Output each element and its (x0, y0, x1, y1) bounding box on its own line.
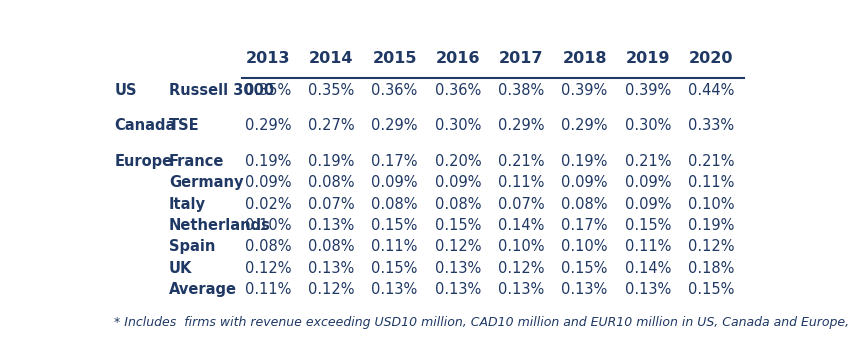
Text: 0.15%: 0.15% (562, 261, 608, 276)
Text: 0.10%: 0.10% (498, 239, 545, 255)
Text: Netherlands: Netherlands (169, 218, 271, 233)
Text: 0.09%: 0.09% (371, 175, 418, 190)
Text: 2020: 2020 (689, 51, 734, 66)
Text: 0.30%: 0.30% (625, 118, 671, 134)
Text: Russell 3000: Russell 3000 (169, 83, 274, 98)
Text: 0.12%: 0.12% (245, 261, 291, 276)
Text: Italy: Italy (169, 197, 206, 212)
Text: 0.17%: 0.17% (371, 154, 418, 169)
Text: UK: UK (169, 261, 192, 276)
Text: 0.08%: 0.08% (371, 197, 418, 212)
Text: 0.15%: 0.15% (625, 218, 671, 233)
Text: 0.21%: 0.21% (625, 154, 671, 169)
Text: 0.10%: 0.10% (245, 218, 291, 233)
Text: 0.13%: 0.13% (498, 282, 545, 297)
Text: 0.13%: 0.13% (435, 282, 481, 297)
Text: US: US (114, 83, 137, 98)
Text: 0.15%: 0.15% (688, 282, 734, 297)
Text: 0.10%: 0.10% (688, 197, 734, 212)
Text: 2018: 2018 (563, 51, 607, 66)
Text: 0.33%: 0.33% (688, 118, 734, 134)
Text: * Includes  firms with revenue exceeding USD10 million, CAD10 million and EUR10 : * Includes firms with revenue exceeding … (114, 316, 851, 329)
Text: 0.13%: 0.13% (435, 261, 481, 276)
Text: 2014: 2014 (309, 51, 353, 66)
Text: 0.09%: 0.09% (245, 175, 291, 190)
Text: 0.12%: 0.12% (688, 239, 734, 255)
Text: 0.11%: 0.11% (371, 239, 418, 255)
Text: 0.18%: 0.18% (688, 261, 734, 276)
Text: 0.30%: 0.30% (435, 118, 481, 134)
Text: 0.15%: 0.15% (435, 218, 481, 233)
Text: 0.14%: 0.14% (625, 261, 671, 276)
Text: 0.29%: 0.29% (562, 118, 608, 134)
Text: 0.15%: 0.15% (371, 261, 418, 276)
Text: 0.08%: 0.08% (245, 239, 291, 255)
Text: TSE: TSE (169, 118, 200, 134)
Text: 0.08%: 0.08% (308, 175, 355, 190)
Text: 0.09%: 0.09% (435, 175, 481, 190)
Text: 0.02%: 0.02% (244, 197, 291, 212)
Text: 0.36%: 0.36% (372, 83, 418, 98)
Text: 0.21%: 0.21% (688, 154, 734, 169)
Text: 0.12%: 0.12% (308, 282, 355, 297)
Text: 0.39%: 0.39% (625, 83, 671, 98)
Text: 2017: 2017 (499, 51, 544, 66)
Text: 0.35%: 0.35% (308, 83, 354, 98)
Text: 0.13%: 0.13% (308, 261, 354, 276)
Text: 0.13%: 0.13% (372, 282, 418, 297)
Text: 0.09%: 0.09% (625, 175, 671, 190)
Text: 0.15%: 0.15% (371, 218, 418, 233)
Text: Average: Average (169, 282, 237, 297)
Text: 0.39%: 0.39% (562, 83, 608, 98)
Text: Canada: Canada (114, 118, 175, 134)
Text: 0.11%: 0.11% (245, 282, 291, 297)
Text: 0.19%: 0.19% (245, 154, 291, 169)
Text: 2013: 2013 (246, 51, 290, 66)
Text: 0.19%: 0.19% (308, 154, 355, 169)
Text: 0.08%: 0.08% (435, 197, 481, 212)
Text: 0.17%: 0.17% (562, 218, 608, 233)
Text: 0.44%: 0.44% (688, 83, 734, 98)
Text: France: France (169, 154, 225, 169)
Text: 0.14%: 0.14% (498, 218, 545, 233)
Text: 0.29%: 0.29% (245, 118, 291, 134)
Text: 2016: 2016 (436, 51, 480, 66)
Text: 0.11%: 0.11% (688, 175, 734, 190)
Text: 0.36%: 0.36% (435, 83, 481, 98)
Text: 0.20%: 0.20% (435, 154, 481, 169)
Text: 0.07%: 0.07% (498, 197, 545, 212)
Text: 0.13%: 0.13% (562, 282, 608, 297)
Text: 0.29%: 0.29% (498, 118, 545, 134)
Text: 0.35%: 0.35% (245, 83, 291, 98)
Text: 0.19%: 0.19% (688, 218, 734, 233)
Text: 0.11%: 0.11% (498, 175, 545, 190)
Text: 0.21%: 0.21% (498, 154, 545, 169)
Text: 0.13%: 0.13% (625, 282, 671, 297)
Text: 2019: 2019 (625, 51, 670, 66)
Text: 0.13%: 0.13% (308, 218, 354, 233)
Text: 0.27%: 0.27% (308, 118, 355, 134)
Text: 0.11%: 0.11% (625, 239, 671, 255)
Text: 0.08%: 0.08% (308, 239, 355, 255)
Text: Spain: Spain (169, 239, 215, 255)
Text: 0.29%: 0.29% (371, 118, 418, 134)
Text: 0.10%: 0.10% (562, 239, 608, 255)
Text: 0.38%: 0.38% (498, 83, 545, 98)
Text: 0.12%: 0.12% (498, 261, 545, 276)
Text: 0.07%: 0.07% (308, 197, 355, 212)
Text: 0.09%: 0.09% (562, 175, 608, 190)
Text: 2015: 2015 (373, 51, 417, 66)
Text: 0.19%: 0.19% (562, 154, 608, 169)
Text: Europe: Europe (114, 154, 173, 169)
Text: 0.09%: 0.09% (625, 197, 671, 212)
Text: 0.08%: 0.08% (562, 197, 608, 212)
Text: Germany: Germany (169, 175, 243, 190)
Text: 0.12%: 0.12% (435, 239, 481, 255)
